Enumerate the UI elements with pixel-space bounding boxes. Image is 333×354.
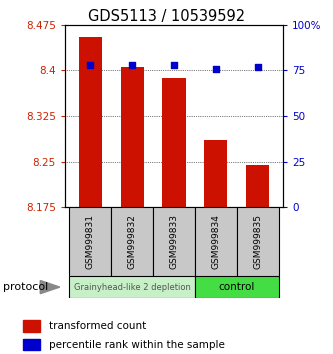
Text: percentile rank within the sample: percentile rank within the sample [49, 339, 225, 350]
Point [130, 62, 135, 68]
Bar [153, 207, 195, 276]
Bar [195, 276, 279, 298]
Text: control: control [219, 282, 255, 292]
Bar [23, 338, 40, 350]
Bar [237, 207, 279, 276]
Bar [246, 165, 269, 207]
Text: GSM999835: GSM999835 [253, 214, 262, 269]
Text: GSM999831: GSM999831 [86, 214, 95, 269]
Text: GSM999832: GSM999832 [128, 214, 137, 269]
Bar [111, 207, 153, 276]
Bar [195, 207, 237, 276]
Point [213, 66, 218, 72]
Bar [204, 140, 227, 207]
Bar [69, 276, 195, 298]
Polygon shape [40, 280, 60, 294]
Bar [79, 37, 102, 207]
Bar [69, 207, 111, 276]
Text: GDS5113 / 10539592: GDS5113 / 10539592 [88, 9, 245, 24]
Bar [23, 320, 40, 332]
Text: GSM999833: GSM999833 [169, 214, 178, 269]
Point [171, 62, 176, 68]
Point [88, 62, 93, 68]
Text: Grainyhead-like 2 depletion: Grainyhead-like 2 depletion [74, 282, 190, 292]
Point [255, 64, 260, 69]
Text: GSM999834: GSM999834 [211, 214, 220, 269]
Bar [163, 78, 185, 207]
Text: protocol: protocol [3, 282, 49, 292]
Bar [121, 67, 144, 207]
Text: transformed count: transformed count [49, 321, 147, 331]
